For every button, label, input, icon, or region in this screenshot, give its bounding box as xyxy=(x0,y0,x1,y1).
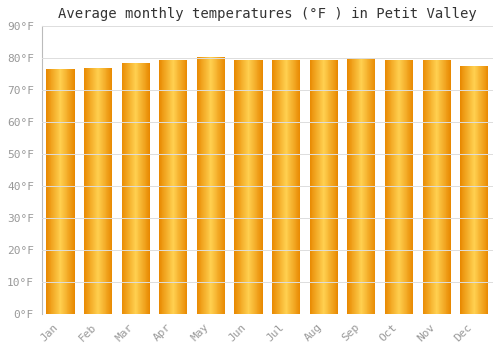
Title: Average monthly temperatures (°F ) in Petit Valley: Average monthly temperatures (°F ) in Pe… xyxy=(58,7,476,21)
